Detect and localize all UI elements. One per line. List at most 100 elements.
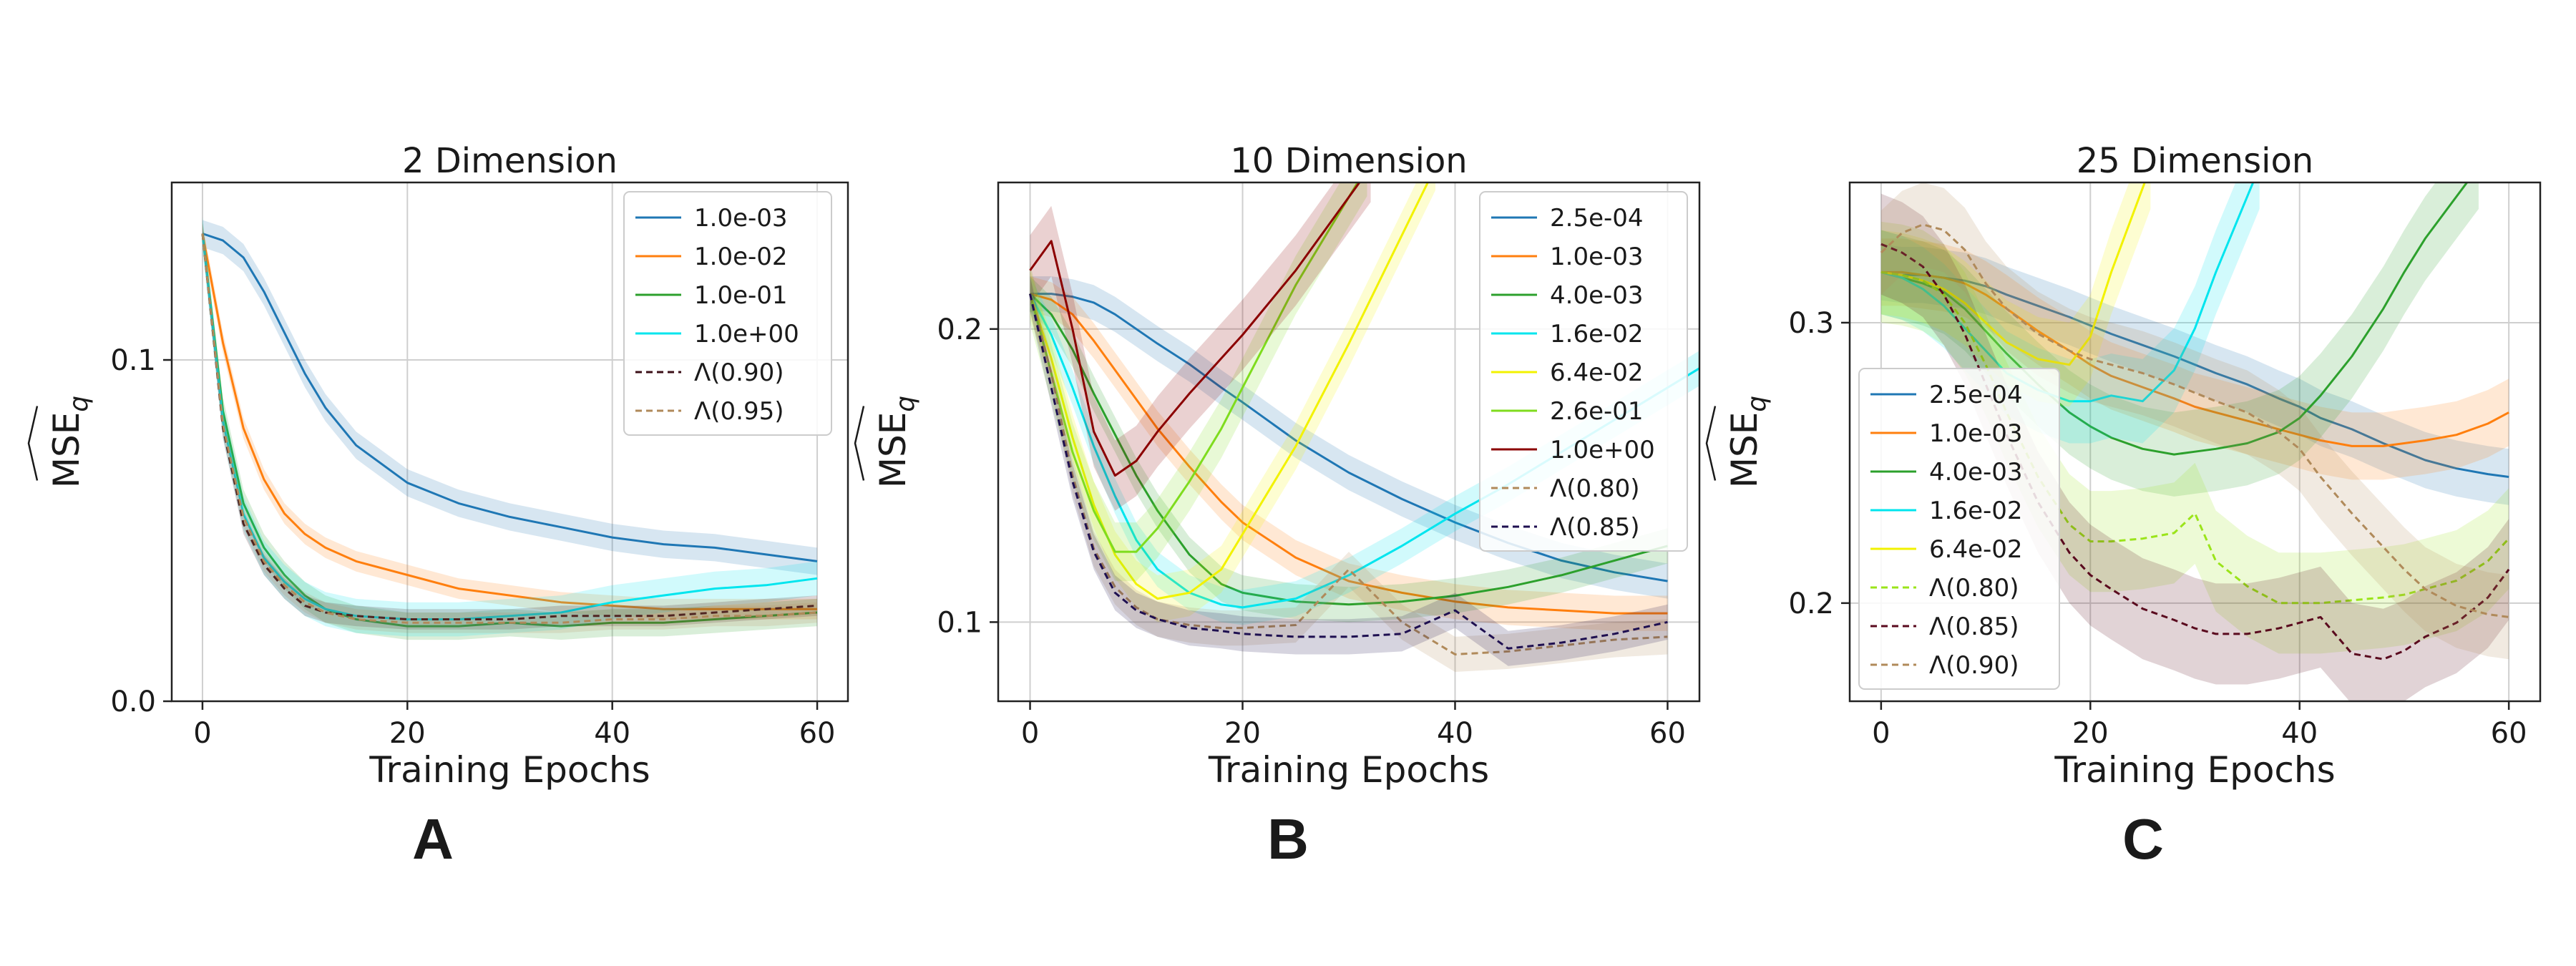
x-tick-label-2: 40 — [594, 717, 630, 750]
series-line-5 — [1029, 182, 1360, 553]
y-tick-label-1: 0.1 — [110, 344, 156, 377]
x-tick-label-1: 20 — [389, 717, 426, 750]
legend-label-4: 6.4e-02 — [1550, 358, 1644, 387]
axes-frame — [1848, 181, 2542, 703]
panel-letter-b: B — [1267, 807, 1309, 871]
y-axis-label-hat — [854, 406, 865, 481]
legend-label-0: 2.5e-04 — [1929, 381, 2023, 409]
series-line-4 — [1880, 182, 2146, 366]
panel-b: 0 20 40 60 0.1 0.2 10 Dimension Training Epochs… — [854, 141, 1701, 791]
legend-label-1: 1.0e-02 — [694, 243, 788, 271]
series-band-0 — [203, 220, 817, 575]
series-line-0 — [1880, 270, 2509, 478]
series-line-5 — [1880, 270, 2510, 605]
series-band-0 — [1880, 244, 2509, 505]
y-axis-label: MSEq — [46, 396, 94, 488]
legend-label-2: 4.0e-03 — [1550, 281, 1644, 310]
legend-label-2: 4.0e-03 — [1929, 458, 2023, 487]
series-line-1 — [1880, 270, 2509, 447]
series-line-4 — [1029, 182, 1430, 600]
series-line-3 — [1029, 293, 1699, 609]
series-band-1 — [1030, 276, 1668, 631]
x-axis-label: Training Epochs — [1208, 749, 1489, 791]
y-axis-label-base: MSE — [1724, 412, 1765, 488]
x-tick-label-0: 0 — [1021, 717, 1039, 750]
series-line-1 — [201, 233, 817, 610]
y-tick-label-0: 0.2 — [1788, 587, 1834, 620]
x-tick-label-1: 20 — [1224, 717, 1261, 750]
y-axis-label-base: MSE — [46, 412, 87, 488]
series-line-6 — [1029, 182, 1361, 477]
x-tick-label-1: 20 — [2072, 717, 2109, 750]
x-tick-label-0: 0 — [1872, 717, 1890, 750]
legend-label-2: 1.0e-01 — [694, 281, 788, 310]
y-axis-label-subscript: q — [1742, 396, 1772, 412]
legend-label-5: 2.6e-01 — [1550, 397, 1644, 426]
series-band-7 — [1030, 276, 1668, 673]
y-axis-label-subscript: q — [64, 396, 94, 412]
legend-label-7: Λ(0.90) — [1929, 651, 2019, 680]
series-band-8 — [1030, 276, 1668, 666]
legend-box — [1479, 191, 1688, 552]
legend-label-1: 1.0e-03 — [1929, 419, 2023, 448]
series-line-3 — [1880, 182, 2255, 403]
legend-label-6: 1.0e+00 — [1550, 436, 1655, 464]
legend-label-3: 1.6e-02 — [1929, 497, 2023, 525]
series-line-1 — [1030, 293, 1668, 615]
x-tick-label-3: 60 — [2491, 717, 2527, 750]
series-band-1 — [1880, 238, 2509, 480]
series-band-4 — [1030, 182, 1435, 623]
series-line-2 — [201, 233, 818, 628]
series-line-8 — [1029, 293, 1668, 650]
y-axis-label-subscript: q — [891, 396, 920, 412]
panel-a: 0 20 40 60 0.0 0.1 2 Dimension Training Epochs M… — [27, 141, 849, 791]
plot-area — [201, 216, 818, 640]
panel-letter-a: A — [412, 807, 454, 871]
x-tick-label-3: 60 — [1649, 717, 1686, 750]
legend-label-5: Λ(0.80) — [1929, 574, 2019, 602]
legend-box — [623, 191, 832, 436]
legend-label-3: 1.6e-02 — [1550, 320, 1644, 348]
series-band-6 — [1030, 182, 1371, 511]
series-line-2 — [1880, 182, 2469, 456]
legend-label-6: Λ(0.85) — [1929, 613, 2019, 641]
y-tick-label-0: 0.1 — [937, 606, 982, 639]
series-band-0 — [1030, 276, 1668, 599]
series-band-5 — [1030, 182, 1367, 582]
axes-frame — [997, 181, 1701, 703]
series-line-7 — [1880, 223, 2509, 618]
series-band-4 — [1880, 182, 2151, 407]
y-tick-label-0: 0.0 — [110, 686, 156, 718]
legend-label-0: 1.0e-03 — [694, 204, 788, 233]
series-band-3 — [203, 216, 817, 637]
y-axis-label-hat — [27, 406, 39, 481]
series-line-3 — [201, 233, 818, 620]
y-axis-label-base: MSE — [872, 412, 914, 488]
legend-label-7: Λ(0.80) — [1550, 474, 1640, 503]
x-tick-label-2: 40 — [1437, 717, 1473, 750]
y-axis-label-hat — [1705, 406, 1717, 481]
series-line-6 — [1880, 243, 2510, 660]
axes-frame — [170, 181, 849, 703]
legend-label-4: Λ(0.90) — [694, 358, 784, 387]
series-line-5 — [201, 233, 818, 624]
legend-label-1: 1.0e-03 — [1550, 243, 1644, 271]
panel-c: 0 20 40 60 0.2 0.3 25 Dimension Training Epochs… — [1705, 141, 2542, 791]
x-tick-label-0: 0 — [193, 717, 211, 750]
y-tick-label-1: 0.3 — [1788, 307, 1834, 340]
legend-label-0: 2.5e-04 — [1550, 204, 1644, 233]
y-axis-label: MSEq — [872, 396, 920, 488]
series-line-4 — [201, 233, 818, 620]
chart-title: 2 Dimension — [402, 141, 618, 181]
x-tick-label-3: 60 — [799, 717, 836, 750]
series-band-7 — [1880, 182, 2509, 660]
legend-box — [1858, 368, 2060, 690]
legend-label-8: Λ(0.85) — [1550, 513, 1640, 542]
series-line-2 — [1029, 293, 1668, 606]
x-axis-label: Training Epochs — [2054, 749, 2335, 791]
chart-title: 25 Dimension — [2077, 141, 2313, 181]
series-line-0 — [202, 233, 818, 562]
panel-letter-c: C — [2122, 807, 2164, 871]
legend-label-4: 6.4e-02 — [1929, 535, 2023, 564]
